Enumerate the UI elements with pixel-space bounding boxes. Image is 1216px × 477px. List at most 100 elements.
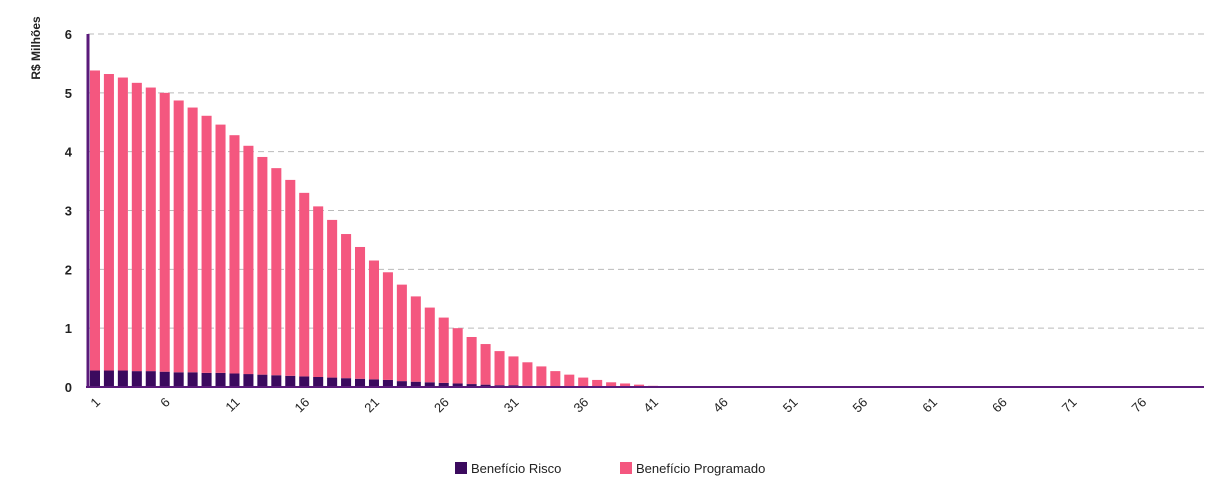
bar-risco [215, 372, 226, 387]
bar-risco [313, 376, 324, 387]
bar-programado [522, 362, 533, 386]
legend-label-programado: Benefício Programado [636, 461, 765, 476]
bar-programado [243, 145, 254, 375]
bar-risco [341, 378, 352, 387]
bar-risco [410, 381, 421, 387]
y-tick-label: 1 [65, 321, 72, 336]
bar-risco [103, 370, 114, 387]
bar-risco [424, 382, 435, 387]
y-tick-label: 5 [65, 86, 72, 101]
bar-programado [494, 351, 505, 386]
x-tick-label: 36 [571, 395, 592, 416]
bar-programado [313, 206, 324, 377]
bar-risco [382, 379, 393, 387]
bar-programado [117, 77, 128, 371]
bar-risco [466, 384, 477, 387]
x-tick-label: 31 [501, 395, 522, 416]
bar-risco [452, 383, 463, 387]
y-tick-label: 2 [65, 262, 72, 277]
bar-programado [327, 219, 338, 378]
bar-programado [578, 377, 589, 387]
legend-swatch-risco [455, 462, 467, 474]
bar-risco [355, 378, 366, 387]
x-tick-label: 16 [292, 395, 313, 416]
bar-risco [229, 373, 240, 387]
y-tick-label: 6 [65, 27, 72, 42]
legend-swatch-programado [620, 462, 632, 474]
bar-programado [592, 379, 603, 387]
bar-programado [271, 168, 282, 376]
y-tick-label: 3 [65, 204, 72, 219]
bar-risco [243, 374, 254, 387]
bar-risco [480, 384, 491, 387]
x-tick-label: 41 [640, 395, 661, 416]
bar-risco [201, 372, 212, 387]
bar-programado [173, 100, 184, 373]
x-tick-label: 61 [919, 395, 940, 416]
bar-risco [327, 377, 338, 387]
x-tick-label: 56 [850, 395, 871, 416]
bar-programado [257, 156, 268, 375]
bar-risco [271, 375, 282, 387]
bar-programado [159, 92, 170, 372]
x-tick-label: 11 [222, 395, 242, 415]
bar-programado [606, 382, 617, 387]
bar-programado [201, 115, 212, 373]
legend: Benefício Risco Benefício Programado [455, 461, 765, 476]
y-tick-labels: 0 1 2 3 4 5 6 [65, 27, 73, 395]
bar-programado [103, 74, 114, 371]
bar-risco [299, 376, 310, 387]
bar-risco [438, 382, 449, 387]
bar-programado [355, 246, 366, 379]
bar-programado [341, 234, 352, 379]
bar-programado [564, 374, 575, 387]
bar-programado [410, 296, 421, 382]
bar-programado [215, 124, 226, 373]
bar-programado [131, 82, 142, 372]
x-tick-label: 26 [431, 395, 452, 416]
axes-group [86, 34, 1204, 388]
x-tick-label: 6 [157, 395, 173, 411]
bar-programado [187, 107, 198, 373]
bar-risco [131, 371, 142, 387]
bar-risco [368, 379, 379, 387]
bar-programado [508, 356, 519, 386]
bar-programado [620, 383, 631, 387]
bar-risco [187, 372, 198, 387]
bar-risco [145, 371, 156, 387]
bar-programado [466, 336, 477, 385]
bars-group [89, 70, 672, 387]
x-tick-label: 46 [710, 395, 731, 416]
bar-programado [480, 344, 491, 385]
bar-risco [159, 371, 170, 387]
bar-risco [89, 370, 100, 387]
y-tick-label: 0 [65, 380, 72, 395]
bar-risco [117, 370, 128, 387]
bar-programado [396, 284, 407, 382]
bar-risco [285, 375, 296, 387]
x-tick-label: 21 [361, 395, 382, 416]
y-tick-label: 4 [65, 145, 73, 160]
bar-programado [229, 135, 240, 374]
bar-programado [550, 371, 561, 387]
x-tick-label: 71 [1059, 395, 1080, 416]
bar-programado [438, 317, 449, 383]
x-tick-label: 1 [87, 395, 103, 411]
x-tick-label: 76 [1129, 395, 1150, 416]
bar-risco [257, 374, 268, 387]
bar-risco [173, 372, 184, 387]
bar-programado [145, 87, 156, 372]
bar-programado [368, 260, 379, 380]
y-axis-label: R$ Milhões [29, 16, 43, 80]
bar-programado [285, 179, 296, 376]
bar-programado [634, 384, 645, 387]
bar-programado [299, 192, 310, 377]
x-tick-label: 66 [989, 395, 1010, 416]
bar-risco [396, 381, 407, 387]
x-tick-labels: 1 6 11 16 21 26 31 36 41 46 51 56 61 66 71 76 [87, 395, 1149, 416]
bar-programado [89, 70, 100, 371]
x-tick-label: 51 [780, 395, 801, 416]
bar-programado [424, 307, 435, 383]
grid-lines [88, 33, 1204, 329]
